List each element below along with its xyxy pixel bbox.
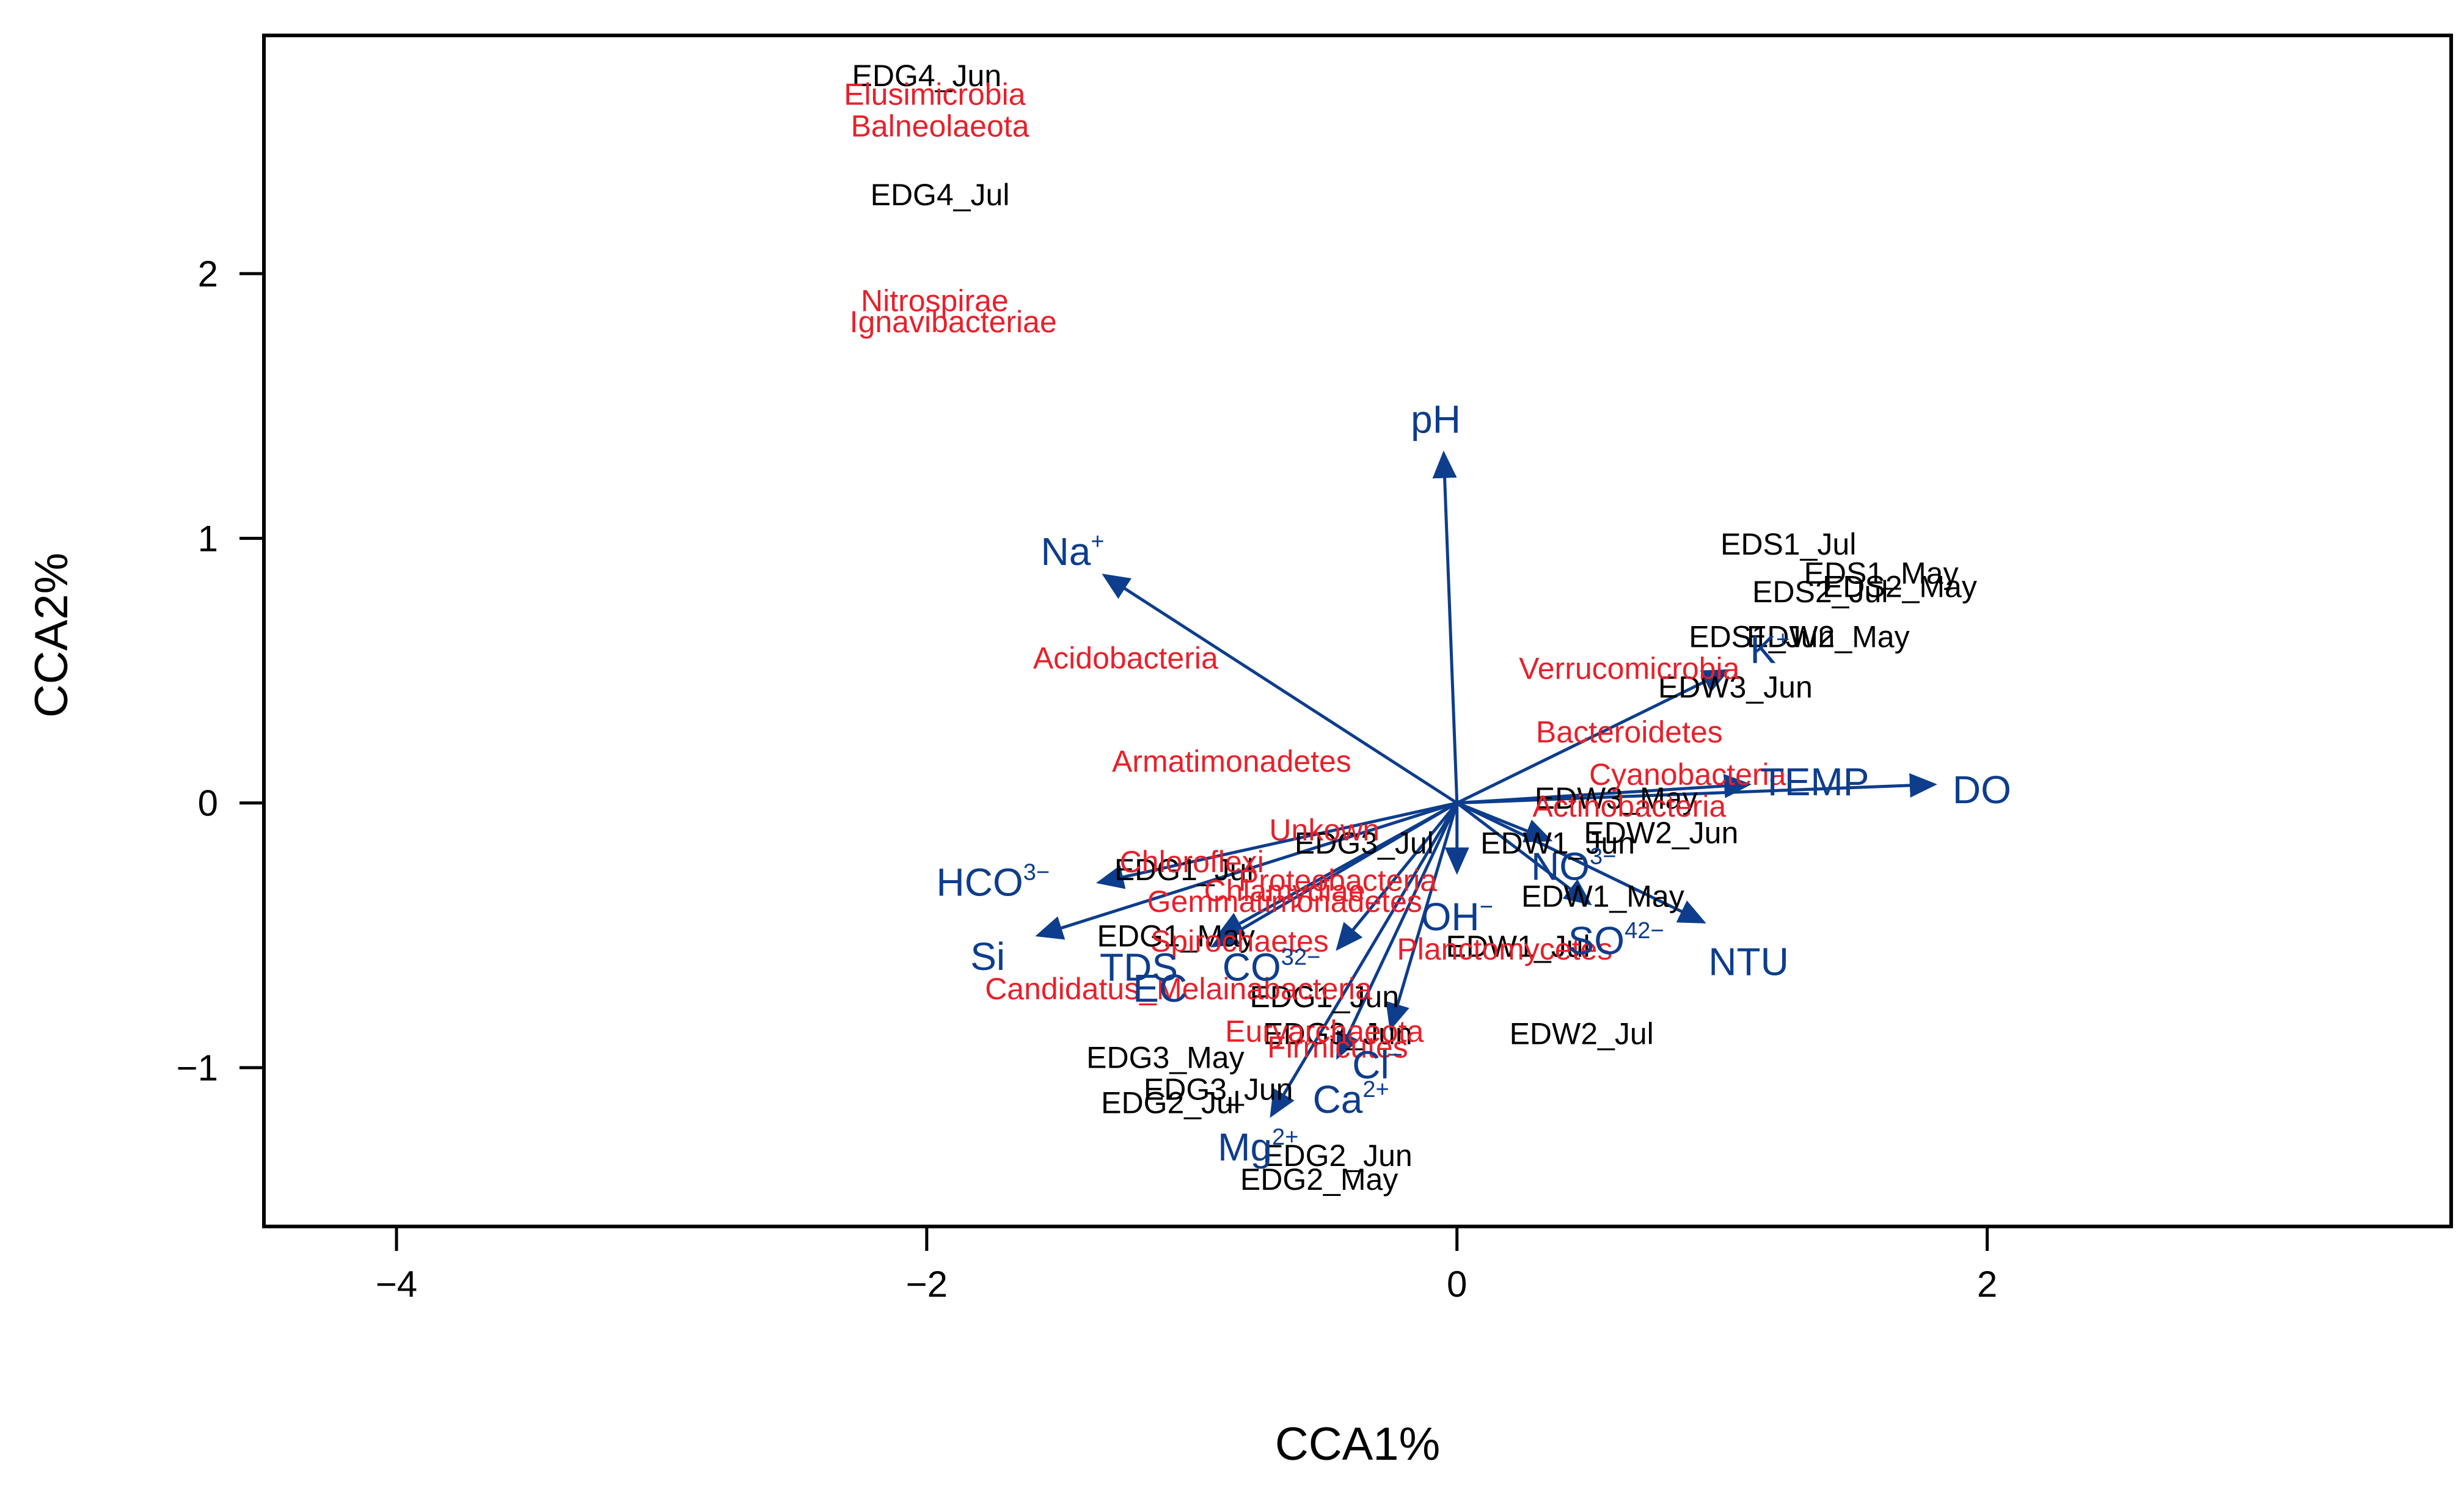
env-label-superscript: 2+: [1272, 1124, 1298, 1150]
taxon-label: Elusimicrobia: [844, 77, 1026, 111]
y-tick-label: 0: [198, 783, 218, 824]
site-label: EDG2_May: [1240, 1162, 1398, 1197]
taxon-label: Euryarchaeota: [1225, 1014, 1424, 1048]
env-arrow-ph: [1432, 450, 1459, 803]
y-axis-title: CCA2%: [26, 553, 78, 718]
env-arrow-so: [1456, 801, 1592, 906]
env-label-hco: HCO3−: [937, 860, 1050, 905]
site-label: EDW3_Jun: [1658, 670, 1813, 704]
env-arrow-ntu: [1456, 801, 1706, 924]
env-label-so: SO42−: [1568, 918, 1664, 963]
taxon-label: Cyanobacteria: [1589, 757, 1786, 792]
x-tick-label: −4: [376, 1264, 417, 1305]
env-arrow-hco: [1096, 801, 1458, 889]
env-arrow-si: [1035, 801, 1458, 940]
site-label: EDG1_May: [1097, 919, 1255, 953]
site-label: EDG4_Jul: [871, 178, 1010, 212]
env-label-superscript: 32−: [1281, 944, 1320, 970]
axis-ticks: −4 −2 0 2 −1 0 1 2: [177, 253, 1998, 1305]
taxon-label: Proteobacteria: [1238, 863, 1437, 897]
env-label-ec: EC: [1133, 966, 1187, 1010]
env-label-co: CO32−: [1223, 944, 1320, 989]
env-label-superscript: 3−: [1590, 844, 1616, 870]
site-label: EDW3_May: [1535, 781, 1698, 815]
site-label: EDG1_Jul: [1114, 853, 1254, 887]
taxon-label: Nitrospirae: [861, 283, 1009, 318]
env-label-ph: pH: [1411, 397, 1461, 441]
env-label-do: DO: [1953, 768, 2011, 812]
env-label-si: Si: [970, 935, 1005, 978]
site-label: EDG2_Jul: [1101, 1085, 1240, 1120]
taxon-label: Spirochaetes: [1150, 924, 1329, 958]
site-label: EDS1_Jun: [1689, 620, 1835, 654]
env-arrow-ec: [1210, 801, 1458, 948]
taxon-label: Firmicutes: [1267, 1030, 1408, 1064]
site-label: EDS1_Jul: [1720, 527, 1856, 561]
env-label-ntu: NTU: [1708, 940, 1789, 984]
env-arrow-k: [1456, 669, 1730, 804]
site-label: EDG2_Jun: [1263, 1139, 1413, 1173]
taxon-label: Balneolaeota: [851, 109, 1029, 143]
env-label-ca: Ca2+: [1313, 1077, 1389, 1121]
taxon-label: Verrucomicrobia: [1519, 652, 1739, 686]
site-label: EDG1_Jun: [1249, 980, 1399, 1014]
site-label: EDS2_Jul: [1752, 575, 1888, 609]
site-label: EDS2_May: [1822, 569, 1977, 603]
env-label-superscript: +: [1091, 529, 1104, 555]
site-label: EDG3_Jun: [1263, 1017, 1413, 1051]
taxon-label: Chloroflexi: [1120, 845, 1264, 879]
plot-frame: [262, 34, 2453, 1228]
taxon-label: Chlamydiae: [1204, 874, 1365, 908]
env-arrow-ca: [1336, 802, 1458, 1060]
env-arrow-co: [1336, 802, 1458, 951]
env-label-k: K+: [1750, 627, 1790, 671]
taxon-label: Unkown: [1269, 813, 1380, 847]
env-label-superscript: 3−: [1023, 860, 1050, 886]
taxon-label: Acidobacteria: [1033, 641, 1218, 675]
taxon-label: Bacteroidetes: [1536, 715, 1723, 749]
taxon-label: Gemmatimonadetes: [1147, 884, 1422, 919]
y-tick-label: 2: [198, 253, 218, 294]
env-label-temp: TEMP: [1761, 760, 1870, 804]
taxon-label: Candidatus_Melainabacteria: [985, 972, 1372, 1006]
taxon-label: Planctomycetes: [1397, 932, 1612, 966]
env-label-superscript: +: [1776, 627, 1790, 652]
y-tick-label: 1: [198, 518, 218, 559]
taxon-label: Armatimonadetes: [1112, 744, 1351, 778]
env-label-superscript: 2+: [1362, 1077, 1389, 1102]
env-arrow-do: [1457, 773, 1937, 805]
env-arrows: [1035, 450, 1937, 1118]
x-tick-label: 0: [1447, 1264, 1467, 1305]
env-label-superscript: 42−: [1625, 918, 1664, 944]
site-label: EDG4_Jun: [852, 59, 1002, 93]
taxon-label: Ignavibacteriae: [850, 305, 1057, 339]
env-label-superscript: −: [1389, 1043, 1403, 1068]
site-label: EDS1_May: [1804, 556, 1959, 591]
y-tick-label: −1: [177, 1048, 218, 1088]
site-label: EDW1_Jun: [1480, 826, 1635, 861]
site-label: EDW1_Jul: [1446, 930, 1590, 964]
x-tick-label: 2: [1977, 1264, 1997, 1305]
env-label-na: Na+: [1041, 529, 1105, 574]
site-label: EDW2_May: [1747, 620, 1910, 654]
site-label: EDG3_Jun: [1144, 1073, 1293, 1107]
x-tick-label: −2: [906, 1264, 948, 1305]
taxon-label: Actinobacteria: [1532, 789, 1726, 823]
site-label: EDG3_May: [1086, 1041, 1244, 1075]
env-arrow-mg: [1270, 802, 1458, 1118]
site-labels: EDG4_Jun EDG4_Jul EDS1_JulEDS1_MayEDS2_Jul…: [852, 59, 1977, 1197]
env-label-superscript: −: [1480, 894, 1493, 920]
env-label-tds: TDS: [1100, 945, 1178, 989]
env-arrow-cl: [1386, 802, 1459, 1031]
site-label: EDW1_May: [1521, 879, 1684, 913]
x-axis-title: CCA1%: [1275, 1418, 1440, 1470]
env-arrow-na: [1102, 574, 1458, 804]
site-label: EDW2_Jun: [1584, 815, 1738, 850]
site-label: EDG3_Jul: [1295, 826, 1434, 861]
site-label: EDW2_Jul: [1510, 1017, 1654, 1051]
